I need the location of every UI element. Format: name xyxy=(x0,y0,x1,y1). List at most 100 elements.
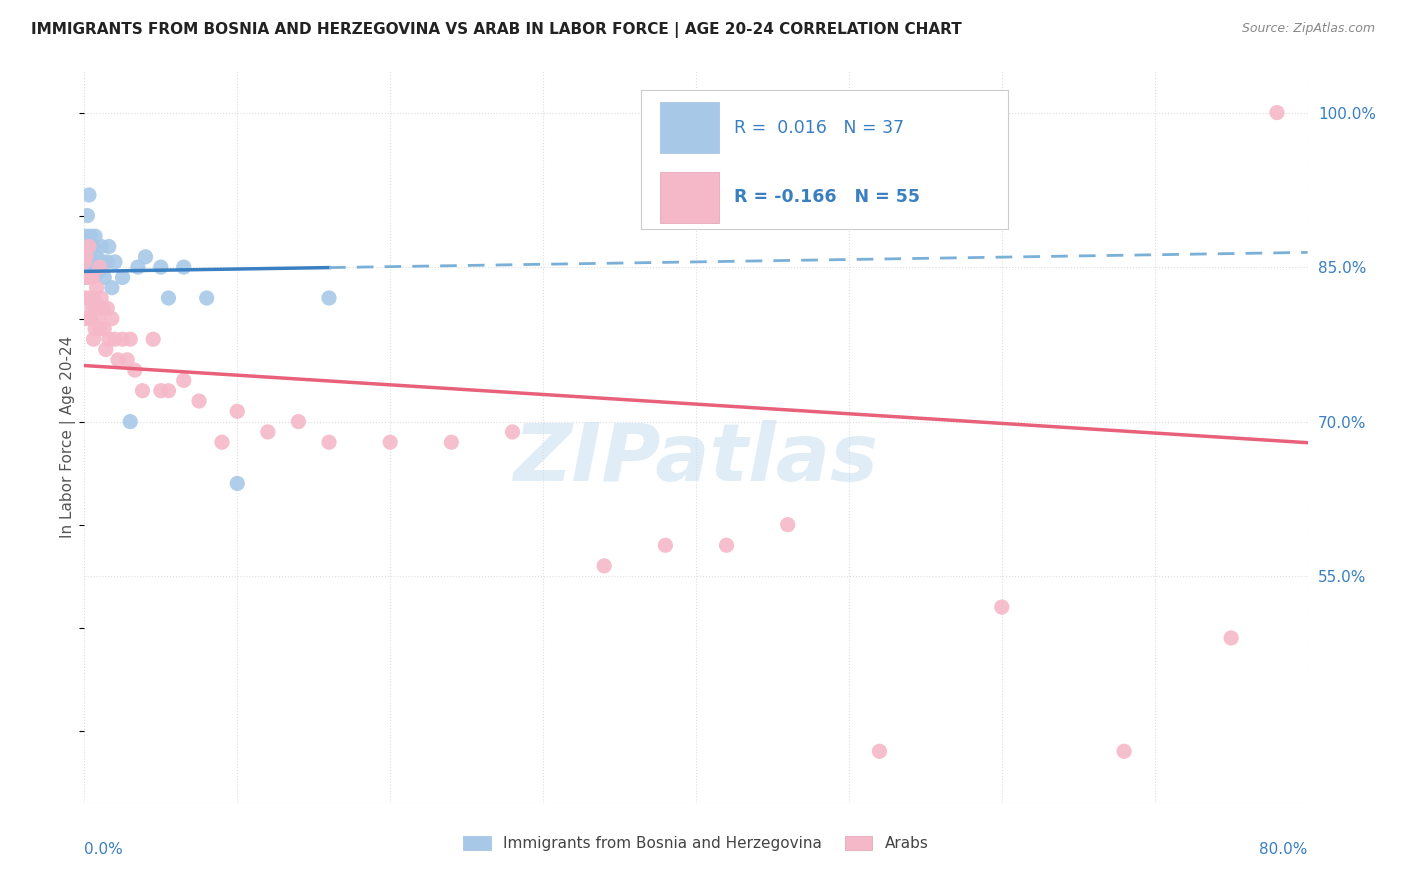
Point xyxy=(79,270,101,285)
Point xyxy=(80,301,103,316)
Point xyxy=(90,239,112,253)
Point xyxy=(142,332,165,346)
Point xyxy=(73,291,96,305)
Point xyxy=(1265,105,1288,120)
Point xyxy=(79,250,101,264)
Point xyxy=(75,250,97,264)
Text: 0.0%: 0.0% xyxy=(84,842,124,856)
Point xyxy=(91,301,114,316)
Point xyxy=(89,260,111,274)
Legend: Immigrants from Bosnia and Herzegovina, Arabs: Immigrants from Bosnia and Herzegovina, … xyxy=(457,830,935,857)
Bar xyxy=(661,103,720,153)
Point xyxy=(87,311,110,326)
Point xyxy=(716,538,738,552)
Text: 80.0%: 80.0% xyxy=(1260,842,1308,856)
Point xyxy=(76,209,98,223)
Text: Source: ZipAtlas.com: Source: ZipAtlas.com xyxy=(1241,22,1375,36)
Point xyxy=(104,255,127,269)
Point xyxy=(83,291,105,305)
Point xyxy=(75,229,97,244)
Point xyxy=(77,239,100,253)
Text: IMMIGRANTS FROM BOSNIA AND HERZEGOVINA VS ARAB IN LABOR FORCE | AGE 20-24 CORREL: IMMIGRANTS FROM BOSNIA AND HERZEGOVINA V… xyxy=(31,22,962,38)
Y-axis label: In Labor Force | Age 20-24: In Labor Force | Age 20-24 xyxy=(60,336,76,538)
Point xyxy=(1114,744,1136,758)
Point xyxy=(776,517,799,532)
Point xyxy=(89,322,111,336)
Point xyxy=(111,332,134,346)
Point xyxy=(120,415,142,429)
Point xyxy=(120,332,142,346)
Point xyxy=(89,260,111,274)
Point xyxy=(173,260,195,274)
Text: ZIPatlas: ZIPatlas xyxy=(513,420,879,498)
Point xyxy=(73,255,96,269)
Point xyxy=(195,291,218,305)
Text: R =  0.016   N = 37: R = 0.016 N = 37 xyxy=(734,119,904,136)
Point xyxy=(84,229,107,244)
Point xyxy=(84,301,107,316)
Point xyxy=(149,384,172,398)
Point xyxy=(149,260,172,274)
Point xyxy=(73,270,96,285)
Point xyxy=(77,188,100,202)
Point xyxy=(86,281,108,295)
Bar xyxy=(661,172,720,223)
Point xyxy=(83,239,105,253)
Point xyxy=(226,476,249,491)
Point xyxy=(124,363,146,377)
Point xyxy=(111,270,134,285)
Point xyxy=(93,322,115,336)
Text: R = -0.166   N = 55: R = -0.166 N = 55 xyxy=(734,188,920,206)
Point xyxy=(115,352,138,367)
Point xyxy=(173,373,195,387)
Point xyxy=(131,384,153,398)
Point xyxy=(79,229,101,244)
Point xyxy=(77,239,100,253)
Point xyxy=(80,255,103,269)
Point xyxy=(502,425,524,439)
Point xyxy=(440,435,463,450)
Point xyxy=(157,384,180,398)
Point xyxy=(593,558,616,573)
Point xyxy=(211,435,233,450)
Point xyxy=(380,435,402,450)
Point xyxy=(104,332,127,346)
Point xyxy=(87,265,110,279)
Point xyxy=(96,255,118,269)
Point xyxy=(94,343,117,357)
Point xyxy=(80,270,103,285)
Point xyxy=(318,291,340,305)
Point xyxy=(83,332,105,346)
Point xyxy=(77,291,100,305)
Point xyxy=(76,270,98,285)
Point xyxy=(97,332,120,346)
Point xyxy=(83,260,105,274)
Point xyxy=(127,260,149,274)
Point xyxy=(75,311,97,326)
Point xyxy=(991,600,1014,615)
Point xyxy=(96,301,118,316)
Point xyxy=(76,239,98,253)
Point xyxy=(869,744,891,758)
Point xyxy=(226,404,249,418)
Point xyxy=(101,311,124,326)
Point xyxy=(84,255,107,269)
Point xyxy=(97,239,120,253)
Point xyxy=(1220,631,1243,645)
Point xyxy=(135,250,157,264)
Point xyxy=(93,270,115,285)
Point xyxy=(86,250,108,264)
Point xyxy=(79,311,101,326)
Point xyxy=(73,255,96,269)
Point xyxy=(188,394,211,409)
FancyBboxPatch shape xyxy=(641,90,1008,228)
Point xyxy=(101,281,124,295)
Point xyxy=(257,425,280,439)
Point xyxy=(287,415,309,429)
Point xyxy=(80,270,103,285)
Point xyxy=(84,322,107,336)
Point xyxy=(157,291,180,305)
Point xyxy=(91,255,114,269)
Point xyxy=(107,352,129,367)
Point xyxy=(77,260,100,274)
